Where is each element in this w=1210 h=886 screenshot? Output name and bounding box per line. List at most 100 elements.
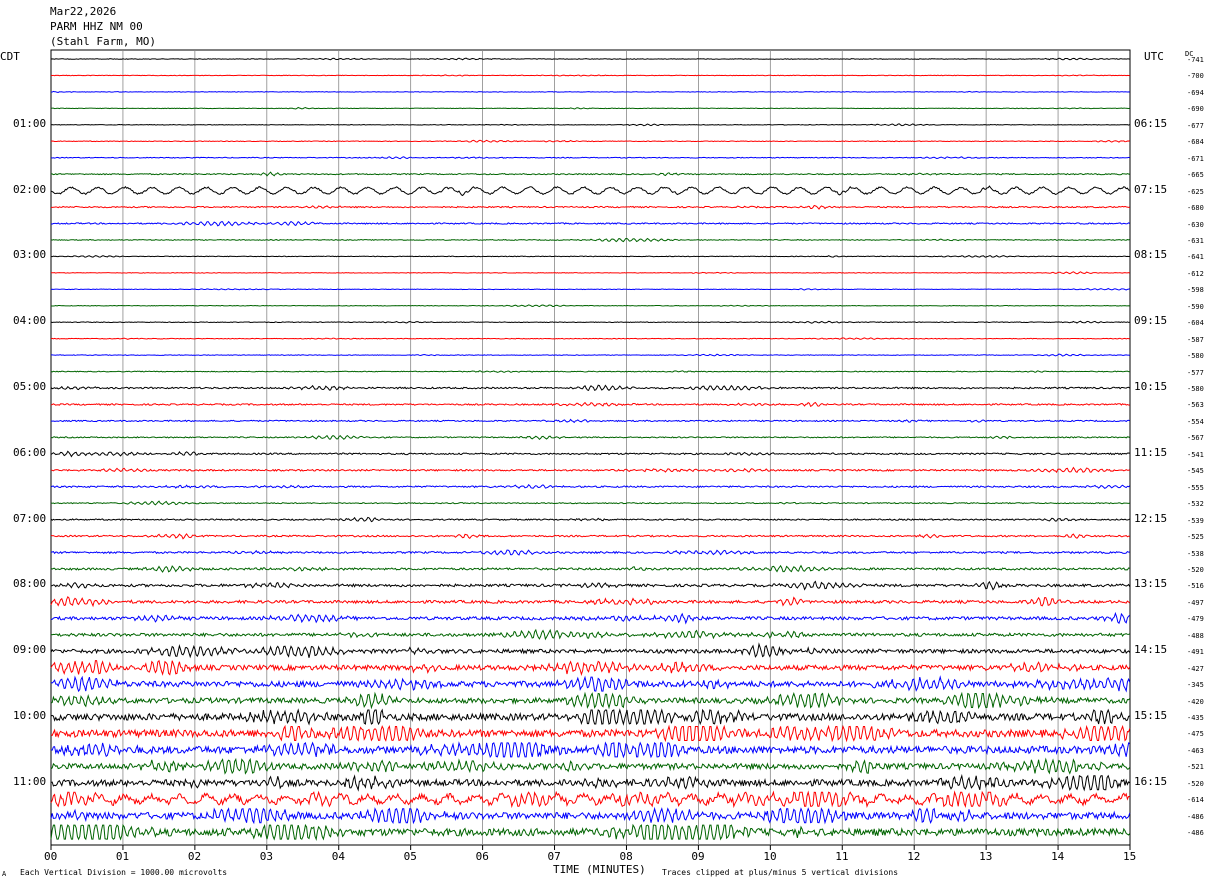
dc-offset-label: -555 xyxy=(1187,483,1204,492)
seismic-trace xyxy=(50,484,1131,489)
seismic-trace xyxy=(50,418,1130,424)
x-tick-label: 00 xyxy=(44,850,58,863)
dc-offset-label: -612 xyxy=(1187,269,1204,278)
seismic-trace xyxy=(50,516,1131,523)
seismic-trace xyxy=(50,90,1130,93)
dc-offset-label: -435 xyxy=(1187,714,1204,722)
seismic-trace xyxy=(50,628,1131,641)
dc-offset-label: -345 xyxy=(1187,681,1204,690)
seismic-trace xyxy=(50,57,1130,61)
seismic-trace xyxy=(50,757,1131,775)
left-hour-label: 05:00 xyxy=(13,380,47,393)
right-timezone-label: UTC xyxy=(1144,50,1164,63)
seismic-trace xyxy=(50,564,1130,573)
dc-offset-label: -521 xyxy=(1187,763,1204,772)
seismic-trace xyxy=(50,724,1131,743)
seismic-trace xyxy=(50,549,1130,556)
seismic-trace xyxy=(50,320,1130,324)
dc-offset-label: -532 xyxy=(1187,500,1204,509)
seismic-trace xyxy=(50,287,1130,291)
seismic-trace xyxy=(50,580,1131,591)
x-axis-title: TIME (MINUTES) xyxy=(553,863,646,876)
dc-offset-label: -590 xyxy=(1187,302,1204,311)
dc-offset-label: -488 xyxy=(1187,631,1204,640)
seismic-trace xyxy=(50,708,1131,726)
seismic-trace xyxy=(50,806,1131,825)
dc-offset-label: -677 xyxy=(1187,121,1204,130)
dc-offset-label: -486 xyxy=(1187,812,1204,821)
x-tick-label: 05 xyxy=(403,850,417,863)
left-hour-label: 10:00 xyxy=(13,709,47,722)
seismic-trace xyxy=(50,106,1130,110)
seismic-trace xyxy=(50,271,1130,275)
dc-offset-label: -567 xyxy=(1187,434,1204,443)
dc-offset-label: -475 xyxy=(1187,730,1204,739)
dc-offset-label: -684 xyxy=(1187,138,1204,147)
left-hour-label: 09:00 xyxy=(13,643,47,657)
dc-offset-label: -541 xyxy=(1187,450,1204,459)
header-date: Mar22,2026 xyxy=(50,5,117,18)
seismic-trace xyxy=(50,171,1130,177)
dc-offset-label: -577 xyxy=(1187,368,1204,377)
seismic-trace xyxy=(50,353,1130,357)
seismic-trace xyxy=(50,156,1130,160)
dc-offset-label: -580 xyxy=(1187,352,1204,361)
right-hour-label: 11:15 xyxy=(1134,445,1168,459)
seismic-trace xyxy=(50,741,1131,759)
x-tick-label: 08 xyxy=(619,850,633,863)
x-tick-label: 11 xyxy=(835,850,849,863)
dc-offset-label: -491 xyxy=(1187,648,1204,657)
x-tick-label: 03 xyxy=(259,850,274,863)
right-hour-label: 12:15 xyxy=(1134,511,1168,525)
dc-offset-label: -427 xyxy=(1187,664,1204,673)
left-timezone-label: CDT xyxy=(0,50,20,63)
x-tick-label: 14 xyxy=(1051,850,1065,863)
dc-offset-label: -671 xyxy=(1187,154,1204,163)
x-tick-label: 04 xyxy=(331,850,345,863)
seismic-trace xyxy=(50,74,1130,77)
x-tick-label: 02 xyxy=(187,850,202,863)
dc-offset-label: -665 xyxy=(1187,171,1204,180)
seismic-trace xyxy=(50,773,1131,792)
dc-offset-label: -516 xyxy=(1187,582,1204,591)
dc-offset-label: -580 xyxy=(1187,385,1204,393)
left-hour-label: 06:00 xyxy=(13,445,47,459)
seismic-trace xyxy=(50,823,1131,841)
dc-offset-label: -604 xyxy=(1187,319,1204,328)
dc-offset-label: -694 xyxy=(1187,88,1204,97)
left-hour-label: 08:00 xyxy=(13,577,47,591)
dc-offset-label: -525 xyxy=(1187,533,1204,542)
seismic-trace xyxy=(50,254,1130,258)
right-hour-label: 14:15 xyxy=(1134,643,1168,657)
x-tick-label: 06 xyxy=(475,850,489,863)
seismic-trace xyxy=(50,595,1131,608)
right-hour-label: 09:15 xyxy=(1134,314,1168,328)
seismic-trace xyxy=(50,123,1130,127)
seismic-trace xyxy=(50,384,1131,392)
dc-offset-label: -497 xyxy=(1187,598,1204,607)
dc-offset-label: -420 xyxy=(1187,697,1204,706)
dc-offset-label: -690 xyxy=(1187,105,1204,114)
dc-offset-label: -463 xyxy=(1187,746,1204,755)
clip-note: Traces clipped at plus/minus 5 vertical … xyxy=(662,868,899,877)
left-hour-label: 04:00 xyxy=(13,314,47,328)
dc-offset-label: -539 xyxy=(1187,516,1204,525)
x-tick-label: 01 xyxy=(115,850,130,863)
corner-mark: A xyxy=(2,870,7,878)
dc-offset-label: -563 xyxy=(1187,401,1204,410)
dc-label: DC xyxy=(1185,50,1194,58)
left-hour-label: 02:00 xyxy=(13,182,47,196)
x-tick-label: 13 xyxy=(979,850,993,863)
dc-offset-label: -614 xyxy=(1187,796,1204,805)
right-hour-label: 13:15 xyxy=(1134,577,1168,591)
right-hour-label: 07:15 xyxy=(1134,182,1168,196)
seismic-trace xyxy=(50,220,1131,227)
dc-offset-label: -631 xyxy=(1187,236,1204,245)
dc-offset-label: -538 xyxy=(1187,549,1204,558)
seismic-trace xyxy=(50,204,1130,210)
left-hour-label: 01:00 xyxy=(13,116,47,130)
left-hour-label: 11:00 xyxy=(13,774,47,788)
x-tick-label: 10 xyxy=(763,850,777,863)
left-hour-label: 07:00 xyxy=(13,511,47,525)
